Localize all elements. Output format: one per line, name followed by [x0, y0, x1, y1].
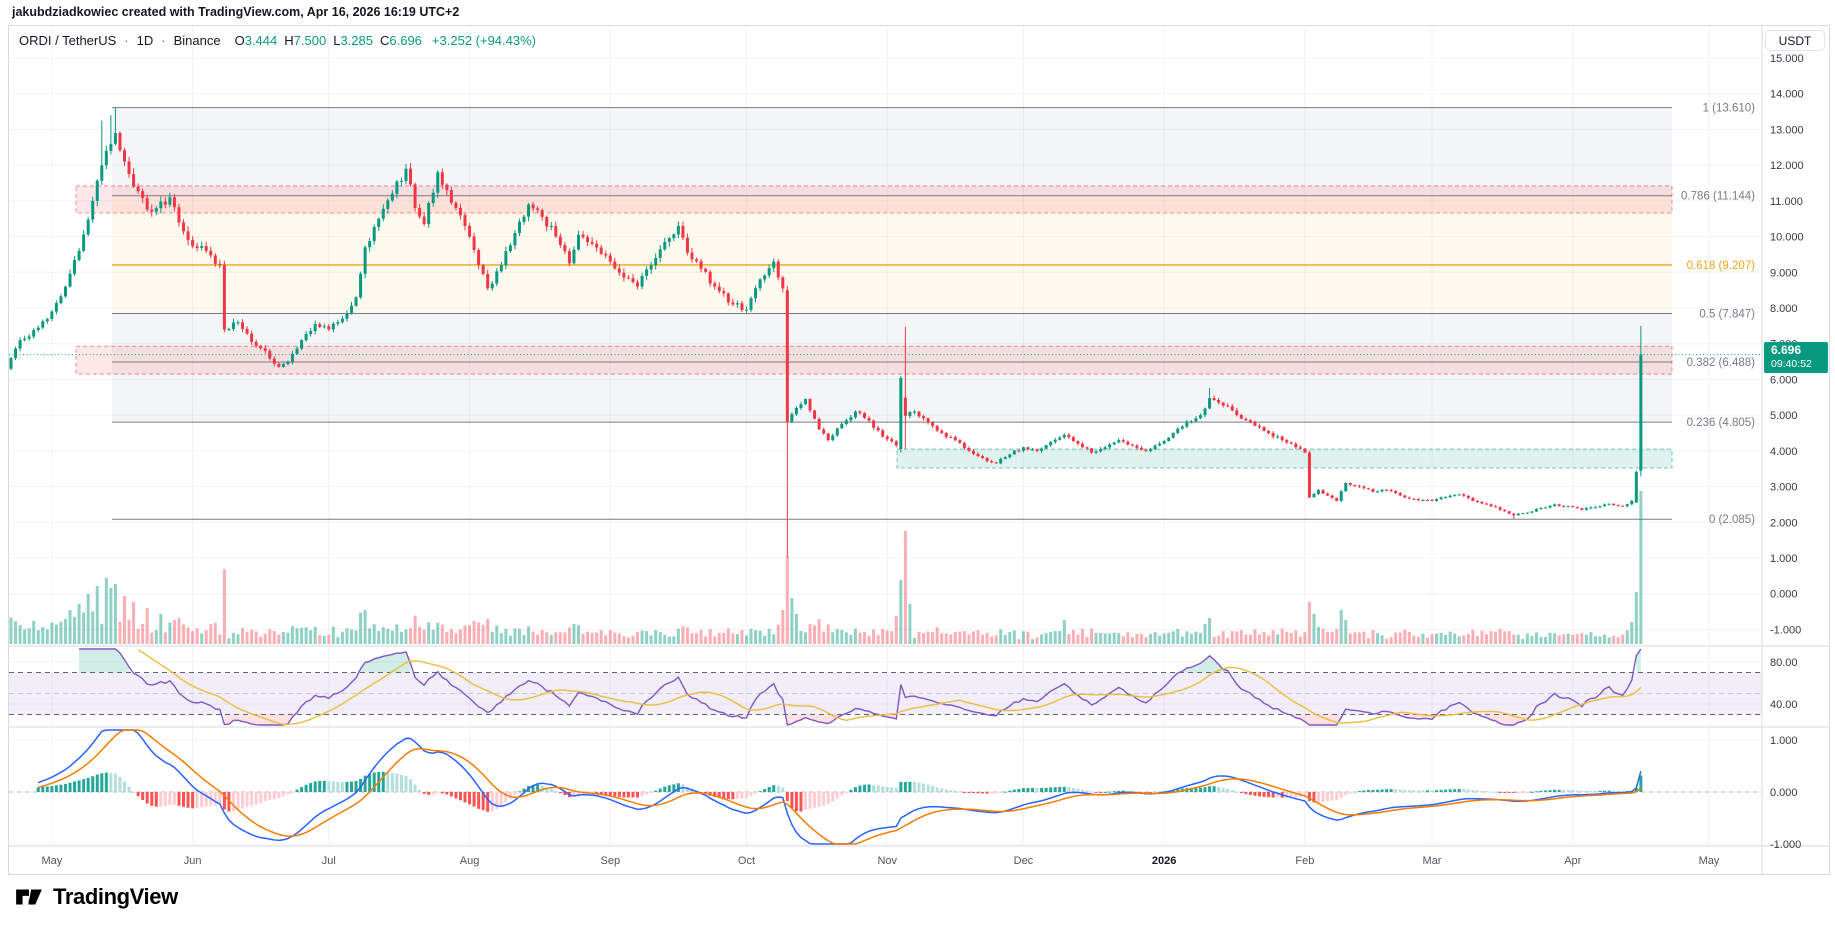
ohlc-values: O3.444 H7.500 L3.285 C6.696 [235, 33, 422, 48]
exchange-name[interactable]: Binance [173, 33, 221, 48]
svg-text:0 (2.085): 0 (2.085) [1709, 514, 1755, 526]
last-price-value: 6.696 [1771, 343, 1802, 357]
footer-branding: TradingView [14, 882, 178, 912]
chart-canvas[interactable]: 15.000 14.000 13.000 12.000 11.000 10.000 9.00… [9, 26, 1829, 874]
tradingview-logo-icon[interactable] [14, 882, 44, 912]
svg-text:5.000: 5.000 [1770, 410, 1798, 422]
svg-text:80.00: 80.00 [1770, 657, 1798, 669]
svg-text:13.000: 13.000 [1770, 124, 1804, 136]
svg-text:10.000: 10.000 [1770, 232, 1804, 244]
low-value: L3.285 [333, 33, 373, 48]
svg-text:2.000: 2.000 [1770, 517, 1798, 529]
symbol-legend: ORDI / TetherUS · 1D · Binance O3.444 H7… [19, 33, 536, 48]
legend-separator-1: · [124, 33, 129, 48]
currency-toggle-button[interactable]: USDT [1765, 30, 1825, 51]
svg-text:0.382 (6.488): 0.382 (6.488) [1687, 357, 1756, 369]
legend-separator-2: · [161, 33, 166, 48]
attribution-text: jakubdziadkowiec created with TradingVie… [12, 5, 460, 19]
svg-text:0.236 (4.805): 0.236 (4.805) [1687, 417, 1756, 429]
svg-text:-1.000: -1.000 [1770, 624, 1801, 636]
close-value: C6.696 [379, 33, 422, 48]
svg-text:Aug: Aug [460, 855, 480, 867]
candle-countdown: 09:40:52 [1771, 357, 1812, 370]
svg-text:Jul: Jul [322, 855, 336, 867]
svg-text:0.786 (11.144): 0.786 (11.144) [1681, 191, 1755, 203]
svg-text:15.000: 15.000 [1770, 53, 1804, 65]
svg-text:3.000: 3.000 [1770, 482, 1798, 494]
svg-text:May: May [41, 855, 62, 867]
svg-text:1 (13.610): 1 (13.610) [1703, 103, 1756, 115]
svg-text:Nov: Nov [877, 855, 897, 867]
svg-text:2026: 2026 [1152, 855, 1176, 867]
svg-text:Mar: Mar [1423, 855, 1442, 867]
svg-text:4.000: 4.000 [1770, 446, 1798, 458]
svg-text:Dec: Dec [1014, 855, 1034, 867]
svg-text:0.000: 0.000 [1770, 589, 1798, 601]
svg-text:9.000: 9.000 [1770, 267, 1798, 279]
last-price-badge: 6.696 09:40:52 [1764, 342, 1828, 373]
svg-text:0.618 (9.207): 0.618 (9.207) [1687, 260, 1756, 272]
symbol-title[interactable]: ORDI / TetherUS [19, 33, 117, 48]
svg-text:May: May [1699, 855, 1720, 867]
interval-selector[interactable]: 1D [136, 33, 154, 48]
svg-text:1.000: 1.000 [1770, 553, 1798, 565]
svg-text:6.000: 6.000 [1770, 374, 1798, 386]
change-value: +3.252 (+94.43%) [431, 33, 536, 48]
svg-text:Jun: Jun [184, 855, 202, 867]
svg-text:11.000: 11.000 [1770, 196, 1803, 208]
svg-text:8.000: 8.000 [1770, 303, 1798, 315]
open-value: O3.444 [234, 33, 278, 48]
chart-frame: 15.000 14.000 13.000 12.000 11.000 10.000 9.00… [8, 25, 1830, 875]
svg-text:-1.000: -1.000 [1770, 839, 1801, 851]
svg-text:0.000: 0.000 [1770, 787, 1798, 799]
svg-text:Sep: Sep [600, 855, 620, 867]
svg-text:0.5 (7.847): 0.5 (7.847) [1699, 308, 1755, 320]
svg-text:Apr: Apr [1564, 855, 1581, 867]
tradingview-wordmark[interactable]: TradingView [53, 884, 178, 909]
svg-text:14.000: 14.000 [1770, 89, 1804, 101]
svg-text:40.00: 40.00 [1770, 699, 1798, 711]
high-value: H7.500 [284, 33, 327, 48]
svg-text:12.000: 12.000 [1770, 160, 1804, 172]
svg-text:Oct: Oct [738, 855, 755, 867]
svg-text:Feb: Feb [1295, 855, 1314, 867]
svg-text:1.000: 1.000 [1770, 735, 1798, 747]
